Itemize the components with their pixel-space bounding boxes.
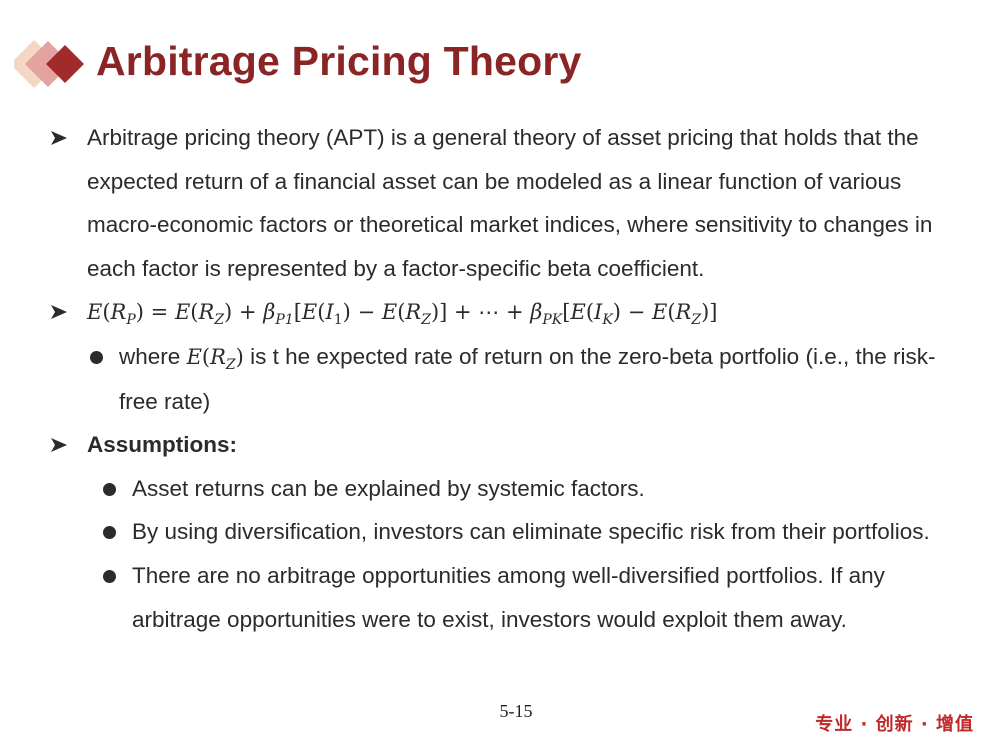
assumption-item: Asset returns can be explained by system…: [48, 467, 968, 511]
assumptions-heading: Assumptions:: [87, 432, 238, 458]
slide-title: Arbitrage Pricing Theory: [96, 38, 582, 84]
assumption-text: There are no arbitrage opportunities amo…: [132, 562, 885, 632]
where-suffix: is t he expected rate of return on the z…: [119, 343, 936, 414]
assumption-item: By using diversification, investors can …: [48, 510, 968, 554]
dot-bullet-icon: [90, 350, 103, 364]
assumption-text: By using diversification, investors can …: [132, 519, 930, 545]
dot-bullet-icon: [103, 569, 116, 583]
title-diamonds-icon: [14, 40, 84, 88]
zero-beta-return-symbol: E(RZ): [186, 344, 244, 373]
bullet-apt-definition: Arbitrage pricing theory (APT) is a gene…: [48, 116, 968, 290]
bullet-assumptions: Assumptions:: [48, 423, 968, 467]
brand-logo-text: 专业 · 创新 · 增值: [815, 714, 974, 735]
assumption-item: There are no arbitrage opportunities amo…: [48, 554, 968, 641]
arrow-bullet-icon: [48, 423, 72, 467]
assumption-text: Asset returns can be explained by system…: [132, 475, 645, 501]
apt-definition-text: Arbitrage pricing theory (APT) is a gene…: [87, 125, 933, 281]
bullet-apt-formula: E(RP) = E(RZ) + βP1[E(I1) − E(RZ)] + ⋯ +…: [48, 290, 968, 335]
slide-content: Arbitrage pricing theory (APT) is a gene…: [48, 116, 968, 641]
apt-formula: E(RP) = E(RZ) + βP1[E(I1) − E(RZ)] + ⋯ +…: [87, 300, 718, 329]
arrow-bullet-icon: [48, 290, 72, 334]
page-number: 5-15: [499, 701, 533, 721]
dot-bullet-icon: [103, 482, 116, 496]
arrow-bullet-icon: [48, 116, 72, 160]
where-prefix: where: [119, 343, 181, 369]
bullet-where-zero-beta: where E(RZ) is t he expected rate of ret…: [48, 335, 968, 423]
dot-bullet-icon: [103, 526, 116, 540]
